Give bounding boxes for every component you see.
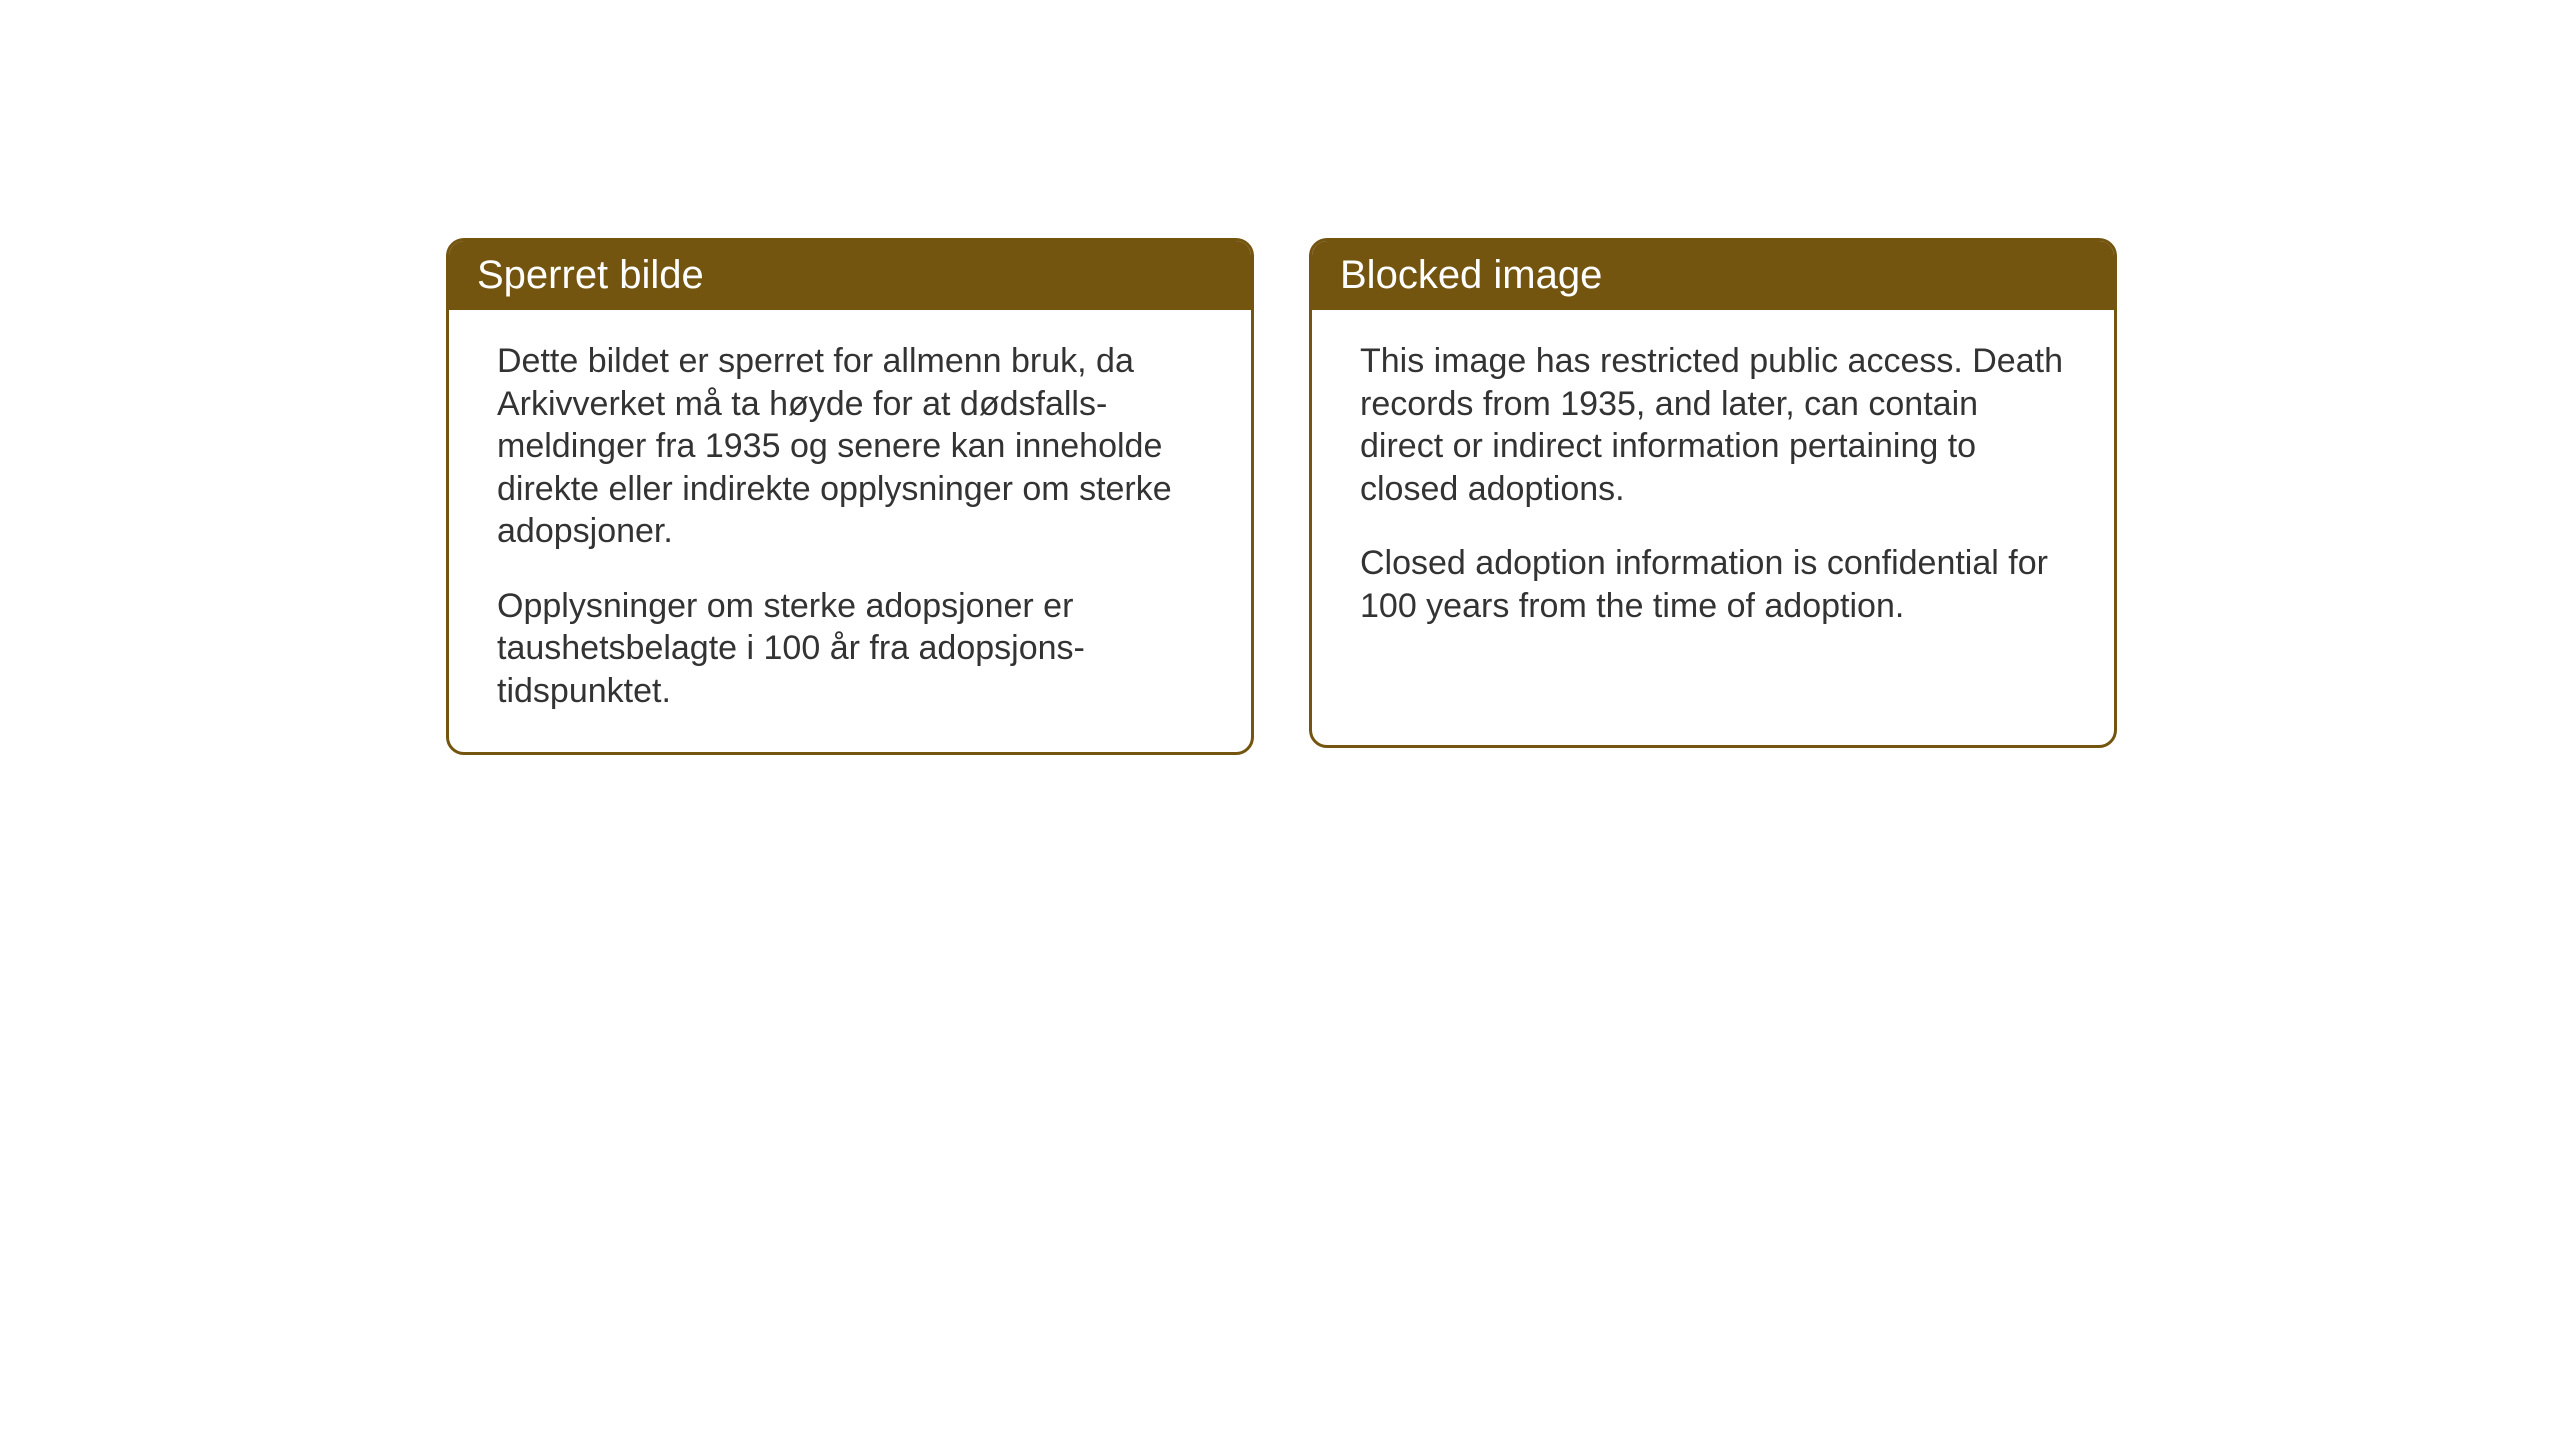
- english-paragraph-1: This image has restricted public access.…: [1360, 340, 2066, 510]
- english-card-title: Blocked image: [1312, 241, 2114, 310]
- english-card-body: This image has restricted public access.…: [1312, 310, 2114, 667]
- english-paragraph-2: Closed adoption information is confident…: [1360, 542, 2066, 627]
- norwegian-notice-card: Sperret bilde Dette bildet er sperret fo…: [446, 238, 1254, 755]
- norwegian-paragraph-2: Opplysninger om sterke adopsjoner er tau…: [497, 585, 1203, 713]
- norwegian-card-title: Sperret bilde: [449, 241, 1251, 310]
- english-notice-card: Blocked image This image has restricted …: [1309, 238, 2117, 748]
- norwegian-card-body: Dette bildet er sperret for allmenn bruk…: [449, 310, 1251, 752]
- norwegian-paragraph-1: Dette bildet er sperret for allmenn bruk…: [497, 340, 1203, 553]
- notice-cards-container: Sperret bilde Dette bildet er sperret fo…: [446, 238, 2117, 755]
